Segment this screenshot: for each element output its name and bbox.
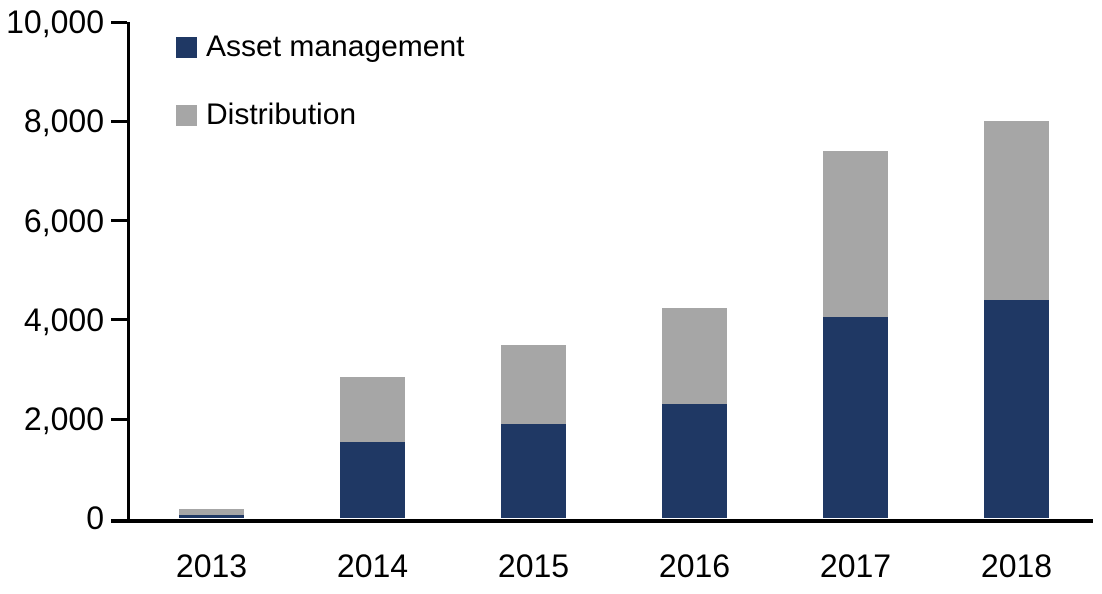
legend-item-distribution: Distribution xyxy=(176,100,356,130)
bar-segment-asset-management-2018 xyxy=(984,300,1049,519)
y-axis-tick-label: 2,000 xyxy=(23,401,104,438)
y-axis-tick-mark xyxy=(111,417,127,421)
x-axis-label-2017: 2017 xyxy=(819,548,892,584)
bar-segment-distribution-2018 xyxy=(984,121,1049,301)
bar-segment-asset-management-2015 xyxy=(501,424,566,519)
legend-label-distribution: Distribution xyxy=(206,98,357,131)
x-axis-label-2018: 2018 xyxy=(980,548,1053,584)
bar-segment-asset-management-2016 xyxy=(662,404,727,519)
y-axis-tick-label: 6,000 xyxy=(23,202,104,239)
legend-swatch-distribution-icon xyxy=(176,104,197,126)
x-axis-label-2014: 2014 xyxy=(336,548,409,584)
bar-segment-distribution-2013 xyxy=(179,509,244,516)
y-axis-tick-label: 10,000 xyxy=(6,4,104,40)
y-axis-line xyxy=(127,22,130,523)
y-axis-tick-label: 0 xyxy=(86,500,104,537)
bar-segment-asset-management-2013 xyxy=(179,515,244,519)
legend-label-asset-management: Asset management xyxy=(206,30,465,63)
bar-segment-distribution-2017 xyxy=(823,151,888,318)
legend-item-asset-management: Asset management xyxy=(176,32,464,62)
x-axis-line xyxy=(111,518,1093,523)
x-axis-label-2016: 2016 xyxy=(658,548,731,584)
bar-segment-distribution-2014 xyxy=(340,377,405,442)
y-axis-tick-mark xyxy=(111,219,127,223)
y-axis-tick-mark xyxy=(111,119,127,123)
bar-segment-distribution-2015 xyxy=(501,344,566,425)
legend-swatch-asset-management-icon xyxy=(176,36,197,58)
y-axis-tick-label: 4,000 xyxy=(23,301,104,338)
x-axis-label-2015: 2015 xyxy=(497,548,570,584)
bar-segment-asset-management-2017 xyxy=(823,317,888,519)
x-axis-label-2013: 2013 xyxy=(175,548,248,584)
bar-segment-distribution-2016 xyxy=(662,307,727,405)
y-axis-tick-mark xyxy=(111,20,127,24)
bar-segment-asset-management-2014 xyxy=(340,441,405,519)
y-axis-tick-label: 8,000 xyxy=(23,103,104,140)
y-axis-tick-mark xyxy=(111,318,127,322)
